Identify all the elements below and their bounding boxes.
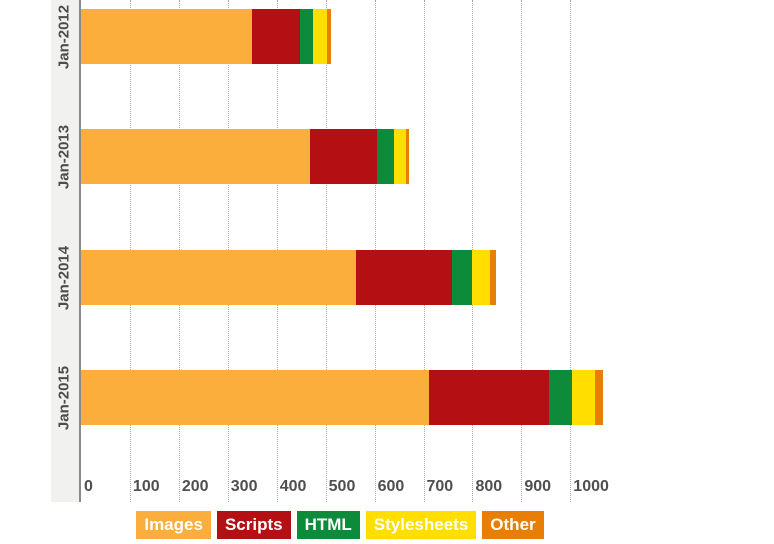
gridline-1000 — [570, 0, 572, 502]
bar-segment-html-jan-2014[interactable] — [451, 250, 473, 305]
bar-segment-scripts-jan-2012[interactable] — [252, 9, 301, 64]
bar-segment-stylesheets-jan-2014[interactable] — [472, 250, 491, 305]
legend-item-images[interactable]: Images — [136, 511, 211, 539]
category-label-jan-2013: Jan-2013 — [55, 124, 73, 189]
x-tick-label-100: 100 — [132, 478, 160, 495]
x-tick-label-800: 800 — [475, 478, 503, 495]
bar-segment-images-jan-2015[interactable] — [81, 370, 429, 425]
bar-segment-stylesheets-jan-2012[interactable] — [313, 9, 327, 64]
bar-segment-images-jan-2013[interactable] — [81, 129, 310, 184]
x-tick-label-400: 400 — [279, 478, 307, 495]
gridline-900 — [521, 0, 523, 502]
bar-segment-scripts-jan-2013[interactable] — [309, 129, 377, 184]
bar-segment-other-jan-2015[interactable] — [595, 370, 604, 425]
bar-segment-html-jan-2015[interactable] — [548, 370, 573, 425]
bar-segment-images-jan-2012[interactable] — [81, 9, 253, 64]
x-tick-label-0: 0 — [84, 478, 93, 495]
bar-segment-images-jan-2014[interactable] — [81, 250, 356, 305]
x-tick-label-700: 700 — [426, 478, 454, 495]
x-tick-label-300: 300 — [230, 478, 258, 495]
bar-segment-other-jan-2013[interactable] — [406, 129, 410, 184]
bar-segment-html-jan-2013[interactable] — [376, 129, 395, 184]
x-tick-label-200: 200 — [181, 478, 209, 495]
legend: Images Scripts HTML Stylesheets Other — [0, 511, 680, 539]
x-tick-label-1000: 1000 — [573, 478, 609, 495]
bar-segment-stylesheets-jan-2015[interactable] — [572, 370, 596, 425]
bar-segment-scripts-jan-2014[interactable] — [355, 250, 452, 305]
category-label-jan-2012: Jan-2012 — [55, 4, 73, 69]
legend-item-other[interactable]: Other — [482, 511, 544, 539]
category-axis-strip — [51, 0, 79, 502]
x-tick-label-600: 600 — [377, 478, 405, 495]
legend-item-scripts[interactable]: Scripts — [216, 511, 291, 539]
legend-item-stylesheets[interactable]: Stylesheets — [365, 511, 477, 539]
bar-segment-html-jan-2012[interactable] — [300, 9, 314, 64]
category-label-jan-2014: Jan-2014 — [55, 245, 73, 310]
bar-segment-scripts-jan-2015[interactable] — [428, 370, 549, 425]
bar-segment-other-jan-2012[interactable] — [326, 9, 331, 64]
y-axis-line — [79, 0, 81, 502]
x-tick-label-900: 900 — [524, 478, 552, 495]
legend-item-html[interactable]: HTML — [296, 511, 360, 539]
bar-segment-other-jan-2014[interactable] — [490, 250, 497, 305]
bar-segment-stylesheets-jan-2013[interactable] — [394, 129, 407, 184]
x-tick-label-500: 500 — [328, 478, 356, 495]
category-label-jan-2015: Jan-2015 — [55, 365, 73, 430]
